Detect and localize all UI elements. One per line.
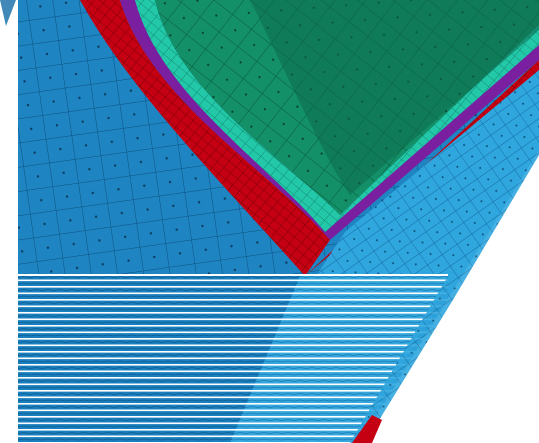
purple-ply-band <box>120 0 539 240</box>
red-ply-band <box>80 0 330 276</box>
striped-laminate-region <box>18 276 450 443</box>
red-fragment <box>352 415 382 443</box>
triad-icon <box>0 0 16 26</box>
teal-ply-band <box>135 0 539 232</box>
inner-core-shadow <box>250 0 539 195</box>
